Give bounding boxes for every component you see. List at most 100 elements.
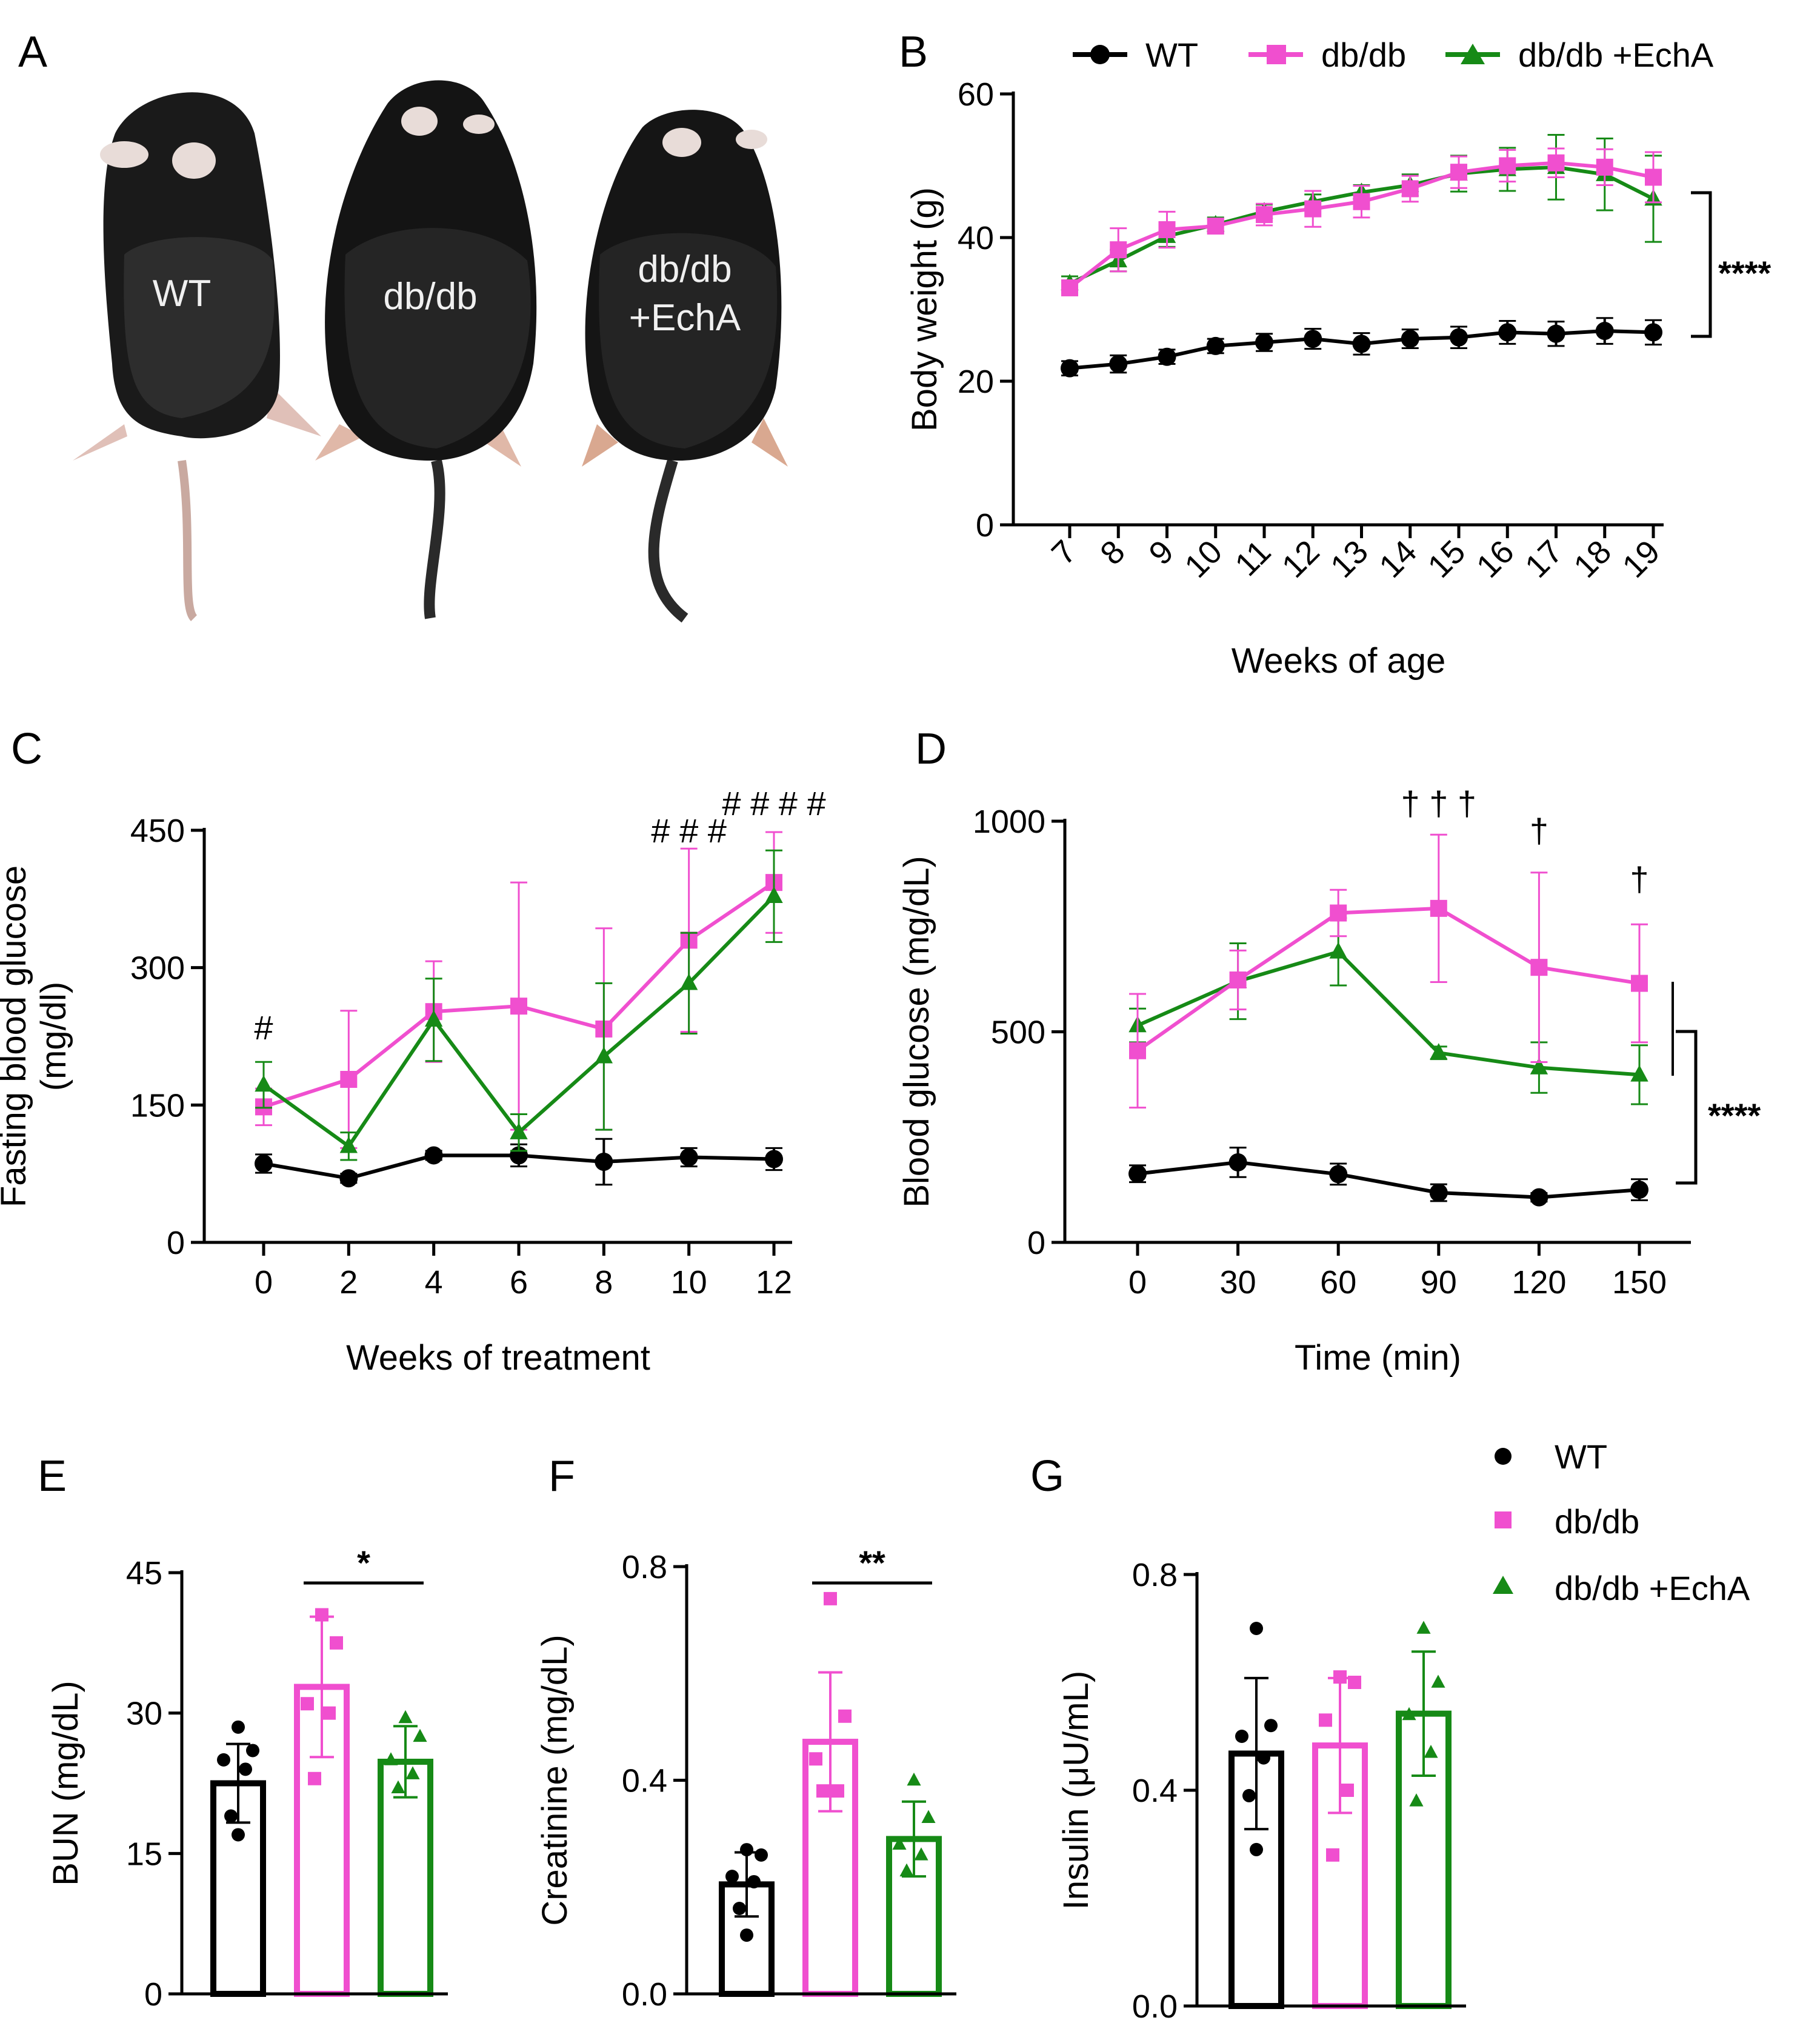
b-y-title: Body weight (g) xyxy=(905,187,944,432)
legend-bottom: WT db/db db/db +EchA xyxy=(1493,1438,1750,1607)
b-point-0-10 xyxy=(1547,324,1565,343)
g-dot-2-3 xyxy=(1424,1745,1438,1758)
e-dot-0-4 xyxy=(224,1809,238,1823)
e-sig-stars: * xyxy=(357,1544,370,1582)
g-dot-2-0 xyxy=(1416,1621,1431,1634)
b-point-0-5 xyxy=(1304,330,1322,348)
e-dot-1-0 xyxy=(315,1608,328,1622)
c-point-2-3 xyxy=(510,1122,528,1139)
d-point-0-0 xyxy=(1128,1164,1147,1183)
d-y-tick-label-1: 500 xyxy=(991,1015,1045,1051)
b-series-0 xyxy=(1061,317,1662,378)
b-y-tick-label-2: 40 xyxy=(958,220,994,256)
f-dot-1-0 xyxy=(824,1591,837,1605)
d-point-1-5 xyxy=(1631,975,1648,992)
d-point-2-3 xyxy=(1430,1043,1448,1060)
d-annotation-1: † xyxy=(1530,811,1548,850)
e-y-tick-label-1: 15 xyxy=(126,1836,162,1872)
e-dot-1-4 xyxy=(308,1771,321,1785)
b-point-0-3 xyxy=(1206,336,1225,355)
b-point-1-2 xyxy=(1158,221,1176,238)
c-point-2-6 xyxy=(765,886,783,903)
d-line-1 xyxy=(1136,906,1640,1053)
f-dot-0-3 xyxy=(747,1874,761,1888)
g-dot-0-3 xyxy=(1257,1751,1270,1765)
e-y-tick-label-2: 30 xyxy=(126,1696,162,1732)
d-y-title: Blood glucose (mg/dL) xyxy=(897,856,936,1207)
legend-top-wt-label: WT xyxy=(1145,36,1198,74)
f-dot-1-4 xyxy=(816,1784,830,1798)
e-dot-1-2 xyxy=(301,1697,314,1711)
mice-photo: WT db/db db/db +EchA xyxy=(73,80,788,623)
g-y-tick-label-2: 0.8 xyxy=(1132,1557,1178,1593)
b-point-1-9 xyxy=(1499,157,1516,175)
b-sig-stars: **** xyxy=(1718,254,1771,292)
b-series-1 xyxy=(1061,147,1662,296)
g-dot-0-5 xyxy=(1250,1842,1263,1856)
f-y-tick-label-2: 0.8 xyxy=(622,1549,667,1585)
panel-letter-d: D xyxy=(915,725,947,773)
d-annotation-0: † † † xyxy=(1401,784,1477,822)
c-point-0-4 xyxy=(595,1153,613,1171)
d-point-0-4 xyxy=(1530,1188,1548,1207)
c-x-tick-label-0: 0 xyxy=(255,1264,273,1301)
d-point-0-5 xyxy=(1630,1181,1648,1199)
c-point-0-6 xyxy=(765,1150,783,1168)
chart-creatinine: 0.0 0.4 0.8 Creatinine (mg/dL) ** xyxy=(535,1544,956,2013)
b-x-title: Weeks of age xyxy=(1232,641,1446,681)
b-line-1 xyxy=(1068,161,1654,290)
e-dot-0-0 xyxy=(232,1720,245,1734)
b-point-1-1 xyxy=(1110,241,1127,259)
legend-bottom-echa-label: db/db +EchA xyxy=(1555,1569,1750,1607)
c-y-tick-label-0: 0 xyxy=(167,1225,185,1261)
legend-bottom-wt-label: WT xyxy=(1555,1438,1607,1476)
mouse-label-wt: WT xyxy=(153,273,211,315)
c-y-tick-label-2: 300 xyxy=(130,950,185,987)
f-dot-0-4 xyxy=(733,1902,746,1915)
d-series-0 xyxy=(1128,1147,1648,1207)
c-series-1 xyxy=(255,831,782,1149)
panel-letter-c: C xyxy=(11,725,42,773)
c-series-2 xyxy=(255,849,783,1161)
mouse-wt-image xyxy=(73,92,321,621)
c-y-tick-label-3: 450 xyxy=(130,813,185,849)
e-dot-2-3 xyxy=(405,1766,420,1779)
b-point-1-12 xyxy=(1645,168,1662,186)
legend-top-echa-label: db/db +EchA xyxy=(1518,36,1714,74)
panel-letter-a: A xyxy=(18,28,47,76)
g-dot-1-0 xyxy=(1333,1670,1347,1684)
b-point-1-8 xyxy=(1450,164,1467,181)
d-series-2 xyxy=(1128,917,1648,1105)
mouse-label-echa-line2: +EchA xyxy=(629,297,741,339)
d-x-tick-label-4: 120 xyxy=(1512,1264,1566,1301)
chart-insulin: 0.0 0.4 0.8 Insulin (μU/mL) xyxy=(1056,1557,1466,2025)
c-y-tick-label-1: 150 xyxy=(130,1087,185,1124)
mouse-echa-image xyxy=(582,110,788,623)
f-dot-2-1 xyxy=(921,1810,936,1823)
e-y-tick-label-0: 0 xyxy=(144,1976,162,2013)
c-x-tick-label-6: 12 xyxy=(756,1264,792,1301)
f-y-tick-label-1: 0.4 xyxy=(622,1763,667,1799)
b-point-1-10 xyxy=(1547,154,1565,172)
d-x-tick-label-0: 0 xyxy=(1128,1264,1147,1301)
b-point-0-6 xyxy=(1352,335,1371,353)
e-dot-2-1 xyxy=(413,1728,427,1742)
d-x-tick-label-3: 90 xyxy=(1421,1264,1457,1301)
panel-letter-g: G xyxy=(1030,1452,1064,1501)
f-dot-0-1 xyxy=(755,1848,768,1862)
d-x-title: Time (min) xyxy=(1295,1338,1461,1378)
g-dot-2-1 xyxy=(1431,1674,1445,1688)
b-x-tick-label-2: 9 xyxy=(1142,533,1181,572)
c-point-2-0 xyxy=(255,1075,273,1092)
c-series-0 xyxy=(255,1138,783,1188)
f-y-tick-label-0: 0.0 xyxy=(622,1976,667,2013)
d-x-tick-label-1: 30 xyxy=(1220,1264,1256,1301)
c-x-tick-label-5: 10 xyxy=(671,1264,707,1301)
e-dot-2-4 xyxy=(391,1780,405,1794)
d-point-1-3 xyxy=(1430,899,1447,917)
d-point-2-2 xyxy=(1329,942,1347,959)
d-sig-bracket xyxy=(1676,1030,1698,1185)
b-point-0-12 xyxy=(1644,323,1662,342)
